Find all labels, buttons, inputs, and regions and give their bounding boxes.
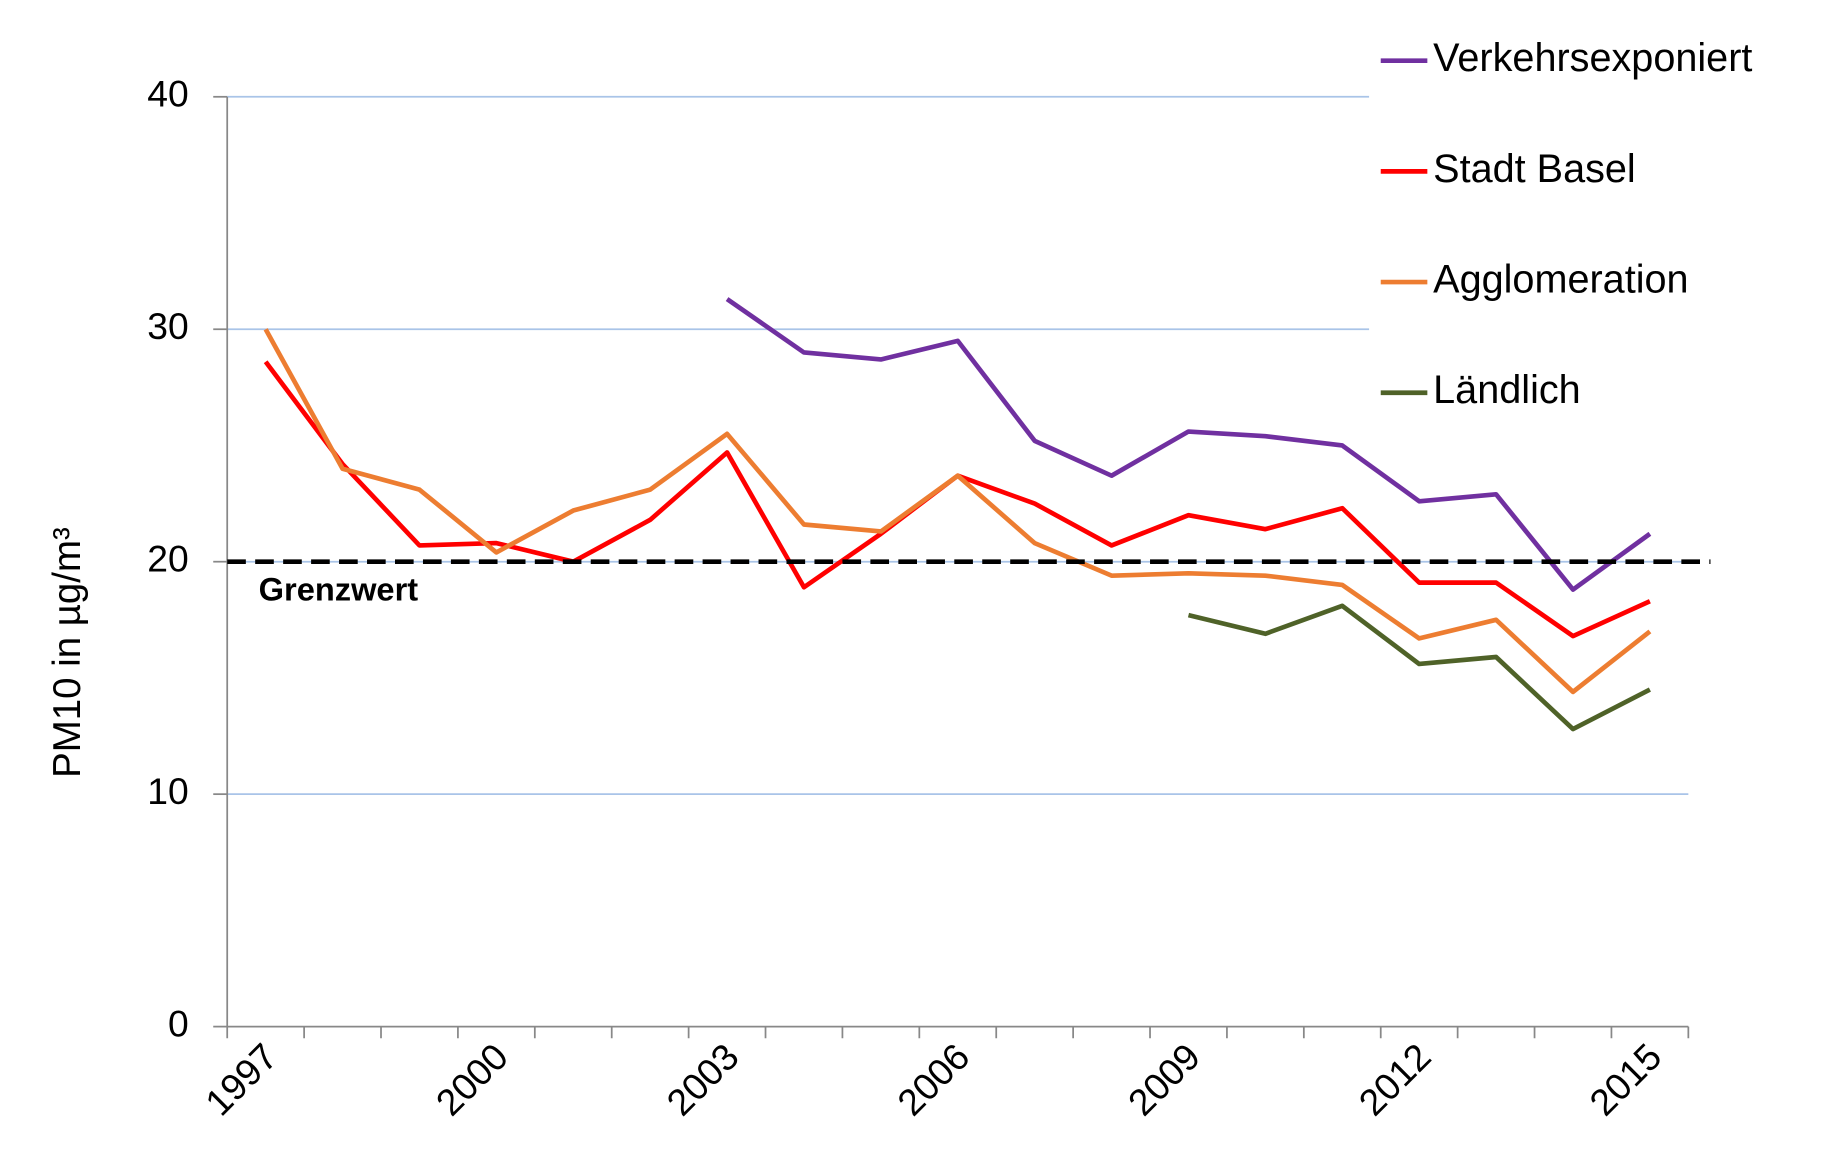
legend-label: Ländlich bbox=[1433, 368, 1581, 412]
x-tick-label: 2015 bbox=[1581, 1035, 1669, 1123]
x-tick-label: 2000 bbox=[428, 1035, 516, 1123]
x-tick-label: 2009 bbox=[1120, 1035, 1208, 1123]
y-axis-label: PM10 in µg/m³ bbox=[46, 527, 89, 778]
x-tick-label: 2003 bbox=[658, 1035, 746, 1123]
y-tick-label: 0 bbox=[168, 1002, 189, 1044]
legend-label: Stadt Basel bbox=[1433, 147, 1636, 191]
y-tick-label: 30 bbox=[147, 305, 188, 347]
legend-label: Agglomeration bbox=[1433, 258, 1688, 302]
y-tick-label: 10 bbox=[147, 770, 188, 812]
threshold-label: Grenzwert bbox=[259, 571, 419, 608]
series-line bbox=[1187, 603, 1651, 732]
series-line bbox=[263, 328, 1652, 695]
y-tick-label: 40 bbox=[147, 73, 188, 115]
series-line bbox=[725, 297, 1652, 592]
legend-label: Verkehrsexponiert bbox=[1433, 36, 1752, 80]
y-tick-label: 20 bbox=[147, 538, 188, 580]
x-tick-label: 2006 bbox=[889, 1035, 977, 1123]
x-tick-label: 2012 bbox=[1350, 1035, 1438, 1123]
x-tick-label: 1997 bbox=[197, 1035, 285, 1123]
